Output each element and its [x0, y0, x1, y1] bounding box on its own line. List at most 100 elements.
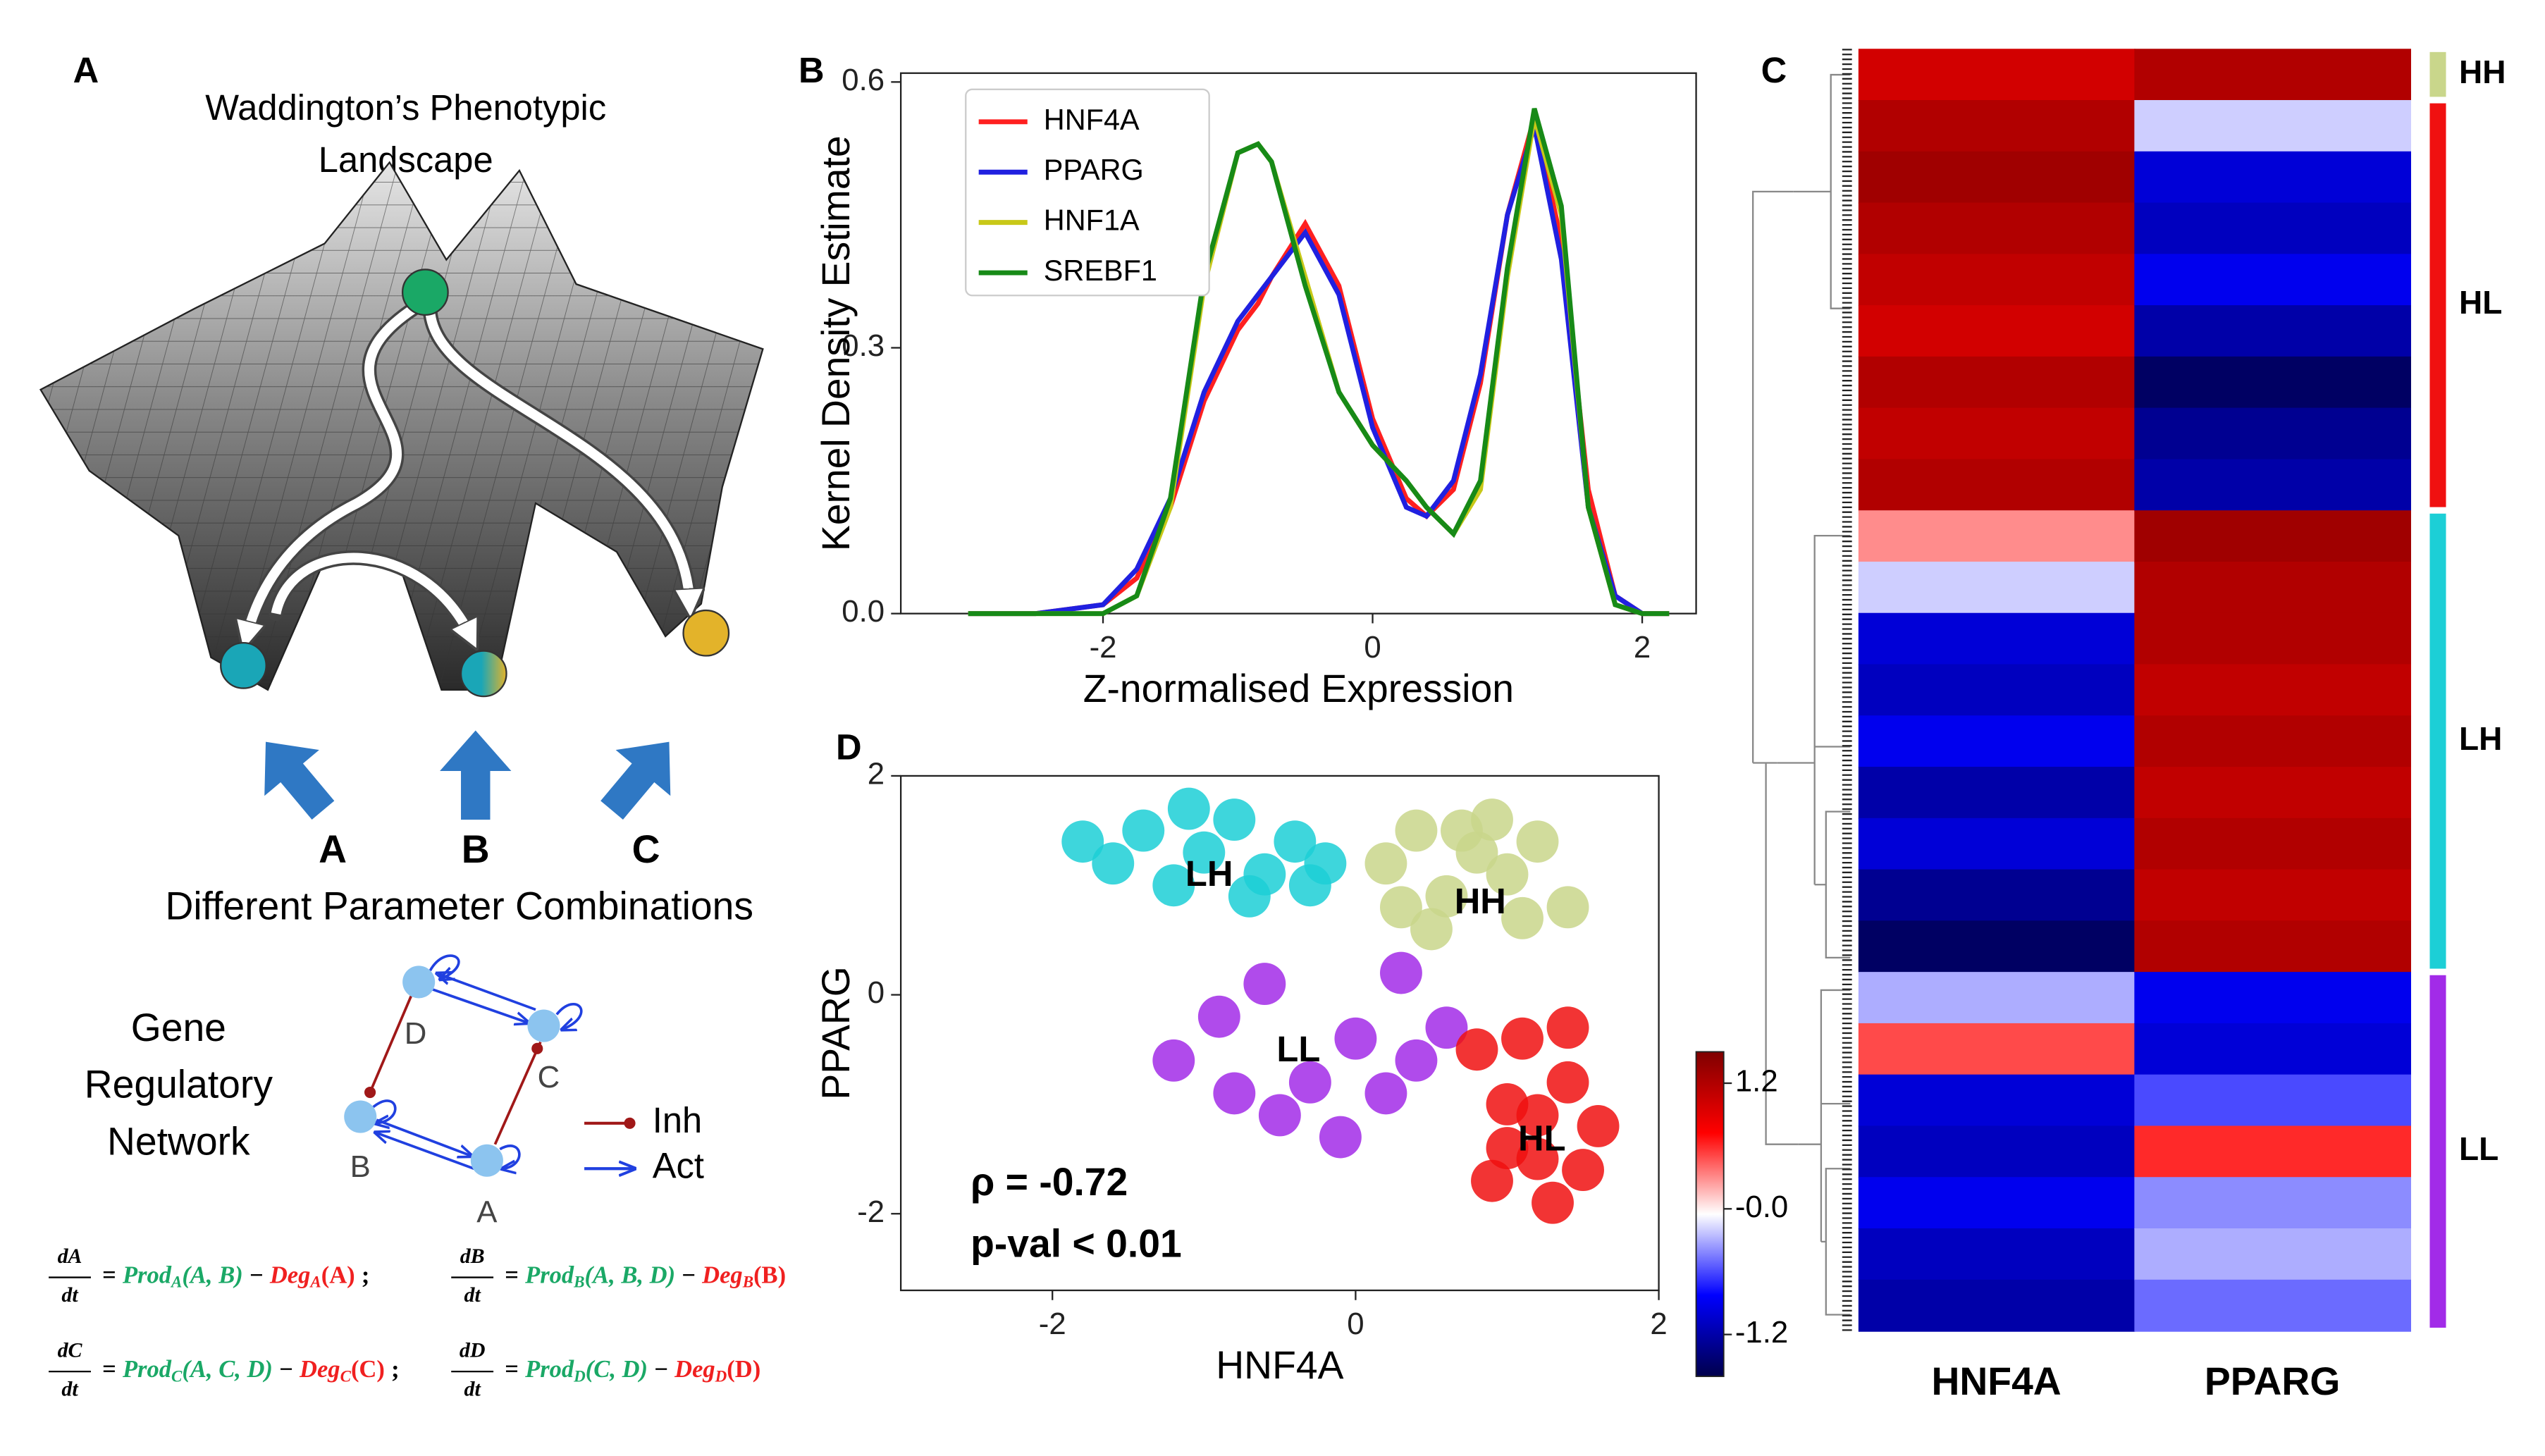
annotation: ρ = -0.72 — [970, 1160, 1128, 1204]
heatmap-cell — [2134, 1279, 2412, 1332]
heatmap-cell — [2134, 407, 2412, 460]
heatmap-cell — [2134, 1023, 2412, 1075]
point — [1501, 896, 1543, 939]
landscape-title: Waddington’s Phenotypic — [205, 87, 606, 128]
point — [1546, 1061, 1589, 1104]
eq-separator: ; — [391, 1356, 400, 1383]
point — [1546, 1006, 1589, 1049]
x-tick-label: 0 — [1347, 1307, 1364, 1341]
eq-args: (B) — [753, 1261, 786, 1288]
point — [1501, 1017, 1543, 1060]
eq-numerator: dB — [460, 1245, 485, 1268]
heatmap-cell — [2134, 561, 2412, 614]
eq-equals: = — [102, 1261, 116, 1288]
arrow-label: A — [319, 827, 347, 871]
point — [1577, 1105, 1620, 1147]
caption: Different Parameter Combinations — [165, 884, 753, 927]
heatmap-cell — [2134, 202, 2412, 255]
point — [1319, 1116, 1362, 1159]
point — [1546, 886, 1589, 929]
dendrogram — [1752, 49, 1852, 1331]
column-label: HNF4A — [1931, 1359, 2061, 1403]
heatmap-cell — [1858, 561, 2136, 614]
eq-sub: C — [340, 1367, 352, 1386]
heatmap-cell — [2134, 972, 2412, 1025]
eq-denominator: dt — [61, 1378, 79, 1401]
heatmap-cell — [2134, 869, 2412, 922]
heatmap-cell — [1858, 767, 2136, 819]
point — [1061, 820, 1104, 863]
x-axis-label: HNF4A — [1216, 1343, 1343, 1387]
eq-args: (A, B, D) — [585, 1261, 676, 1288]
legend-label: SREBF1 — [1044, 254, 1157, 287]
point — [1167, 787, 1210, 830]
parameter-arrows — [264, 730, 671, 820]
heatmap-cell — [2134, 510, 2412, 563]
legend-label: HNF4A — [1044, 103, 1140, 136]
eq-sub: A — [309, 1273, 321, 1291]
group-bar — [2429, 103, 2446, 507]
eq-denominator: dt — [464, 1378, 482, 1401]
heatmap-cell — [1858, 920, 2136, 973]
eq-sub: D — [715, 1367, 727, 1386]
eq-args: (C) — [351, 1356, 385, 1383]
eq-minus: − — [279, 1356, 293, 1383]
point — [1274, 820, 1317, 863]
colorbar-tick-label: 1.2 — [1735, 1064, 1778, 1099]
legend-inh: Inh — [653, 1100, 702, 1140]
eq-args: (A, B) — [182, 1261, 242, 1288]
eq-equals: = — [102, 1356, 116, 1383]
heatmap-cell — [2134, 1074, 2412, 1127]
colorbar-tick-label: -1.2 — [1735, 1315, 1788, 1350]
point — [1425, 875, 1468, 918]
x-tick-label: 0 — [1364, 630, 1381, 665]
heatmap-cell — [1858, 459, 2136, 512]
point — [1122, 809, 1165, 852]
eq-denominator: dt — [61, 1283, 79, 1307]
heatmap-cell — [1858, 1177, 2136, 1230]
point — [1532, 1181, 1574, 1224]
x-tick-label: -2 — [1090, 630, 1117, 665]
plot-frame — [899, 775, 1660, 1292]
eq-sub: A — [170, 1273, 182, 1291]
eq-equals: = — [505, 1261, 519, 1288]
eq-sub: B — [742, 1273, 753, 1291]
eq-sub: C — [171, 1367, 183, 1386]
heatmap-cell — [2134, 1177, 2412, 1230]
legend-box — [965, 88, 1210, 297]
heatmap-cell — [2134, 818, 2412, 870]
heatmap-cell — [1858, 715, 2136, 768]
equation: = ProdC(A, C, D) − DegC(C); — [102, 1356, 400, 1386]
panel-label: A — [73, 50, 99, 90]
heatmap-cell — [2134, 99, 2412, 152]
eq-numerator: dD — [460, 1338, 486, 1362]
heatmap-cell — [1858, 818, 2136, 870]
point — [1380, 886, 1422, 929]
group-bar — [2429, 51, 2446, 97]
point — [1197, 995, 1240, 1038]
point — [1364, 1072, 1407, 1115]
eq-numerator: dC — [58, 1338, 83, 1362]
heatmap-cell — [2134, 920, 2412, 973]
group-label: HH — [2459, 54, 2506, 90]
heatmap-cell — [2134, 305, 2412, 358]
kde-line — [968, 108, 1670, 617]
heatmap-cell — [1858, 612, 2136, 665]
group-label: LH — [2459, 720, 2502, 757]
group-label: LL — [2459, 1130, 2498, 1167]
point — [1455, 1028, 1498, 1071]
heatmap-cell — [1858, 510, 2136, 563]
network-title: Network — [107, 1119, 250, 1163]
y-tick-label: 0 — [868, 975, 885, 1010]
eq-args: (C, D) — [586, 1356, 648, 1383]
network-title: Gene — [131, 1006, 226, 1049]
annotation: p-val < 0.01 — [970, 1221, 1182, 1265]
y-tick-label: 0.3 — [842, 328, 885, 363]
point — [1380, 951, 1422, 994]
point — [1213, 1072, 1256, 1115]
eq-sub: D — [573, 1367, 586, 1386]
point — [1183, 831, 1226, 874]
heatmap-cell — [2134, 356, 2412, 409]
legend-label: HNF1A — [1044, 204, 1140, 237]
